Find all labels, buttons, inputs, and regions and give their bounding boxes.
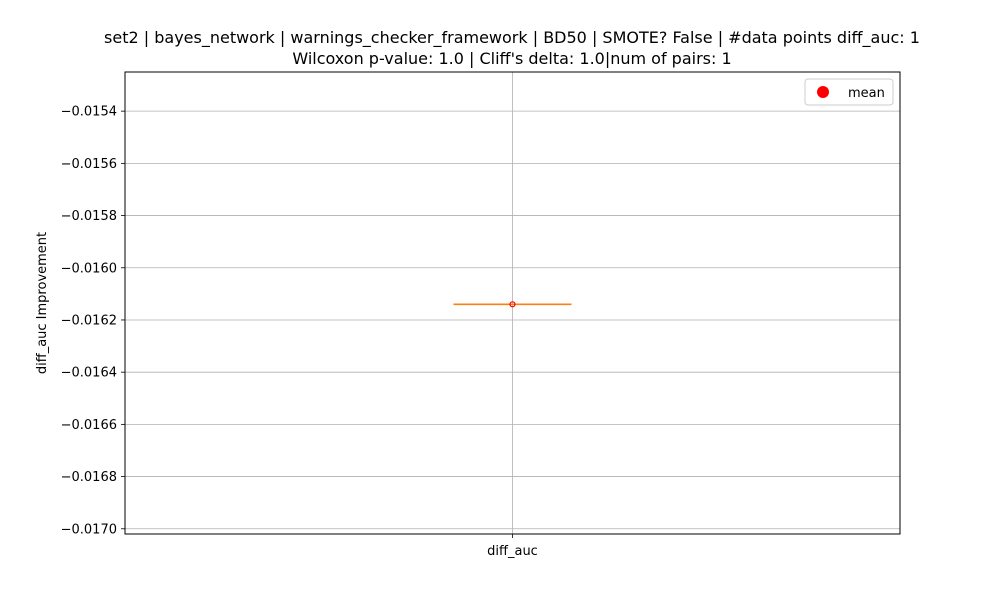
- y-tick-label: −0.0156: [61, 157, 117, 172]
- y-tick-label: −0.0166: [61, 418, 117, 433]
- y-tick-label: −0.0162: [61, 313, 117, 328]
- legend-frame: [804, 78, 894, 106]
- y-tick-label: −0.0168: [61, 470, 117, 485]
- chart-title-line-1: set2 | bayes_network | warnings_checker_…: [104, 28, 920, 48]
- x-tick-label: diff_auc: [487, 544, 538, 559]
- legend-mean-label: mean: [848, 86, 885, 101]
- chart-title-line-2: Wilcoxon p-value: 1.0 | Cliff's delta: 1…: [292, 49, 731, 68]
- y-tick-label: −0.0154: [61, 105, 117, 120]
- legend-mean-marker: [817, 86, 829, 98]
- box-mean-marker: [509, 301, 516, 308]
- y-tick-label: −0.0170: [61, 522, 117, 537]
- y-tick-label: −0.0158: [61, 209, 117, 224]
- y-ticks: −0.0154 −0.0156 −0.0158 −0.0160 −0.0162 −0.01…: [61, 105, 125, 537]
- box-plots: [453, 301, 572, 308]
- plot-area-frame: [124, 71, 901, 535]
- legend: mean: [804, 78, 894, 106]
- y-tick-label: −0.0164: [61, 366, 117, 381]
- y-tick-label: −0.0160: [61, 261, 117, 276]
- x-ticks: diff_auc: [487, 534, 538, 559]
- y-axis-label: diff_auc Improvement: [35, 232, 50, 374]
